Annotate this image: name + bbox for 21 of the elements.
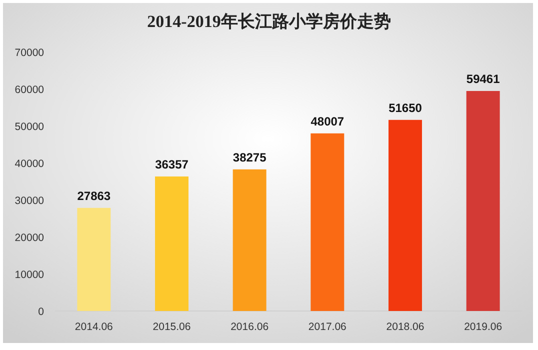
y-tick-label: 0 <box>38 306 44 318</box>
y-tick-label: 70000 <box>14 47 44 59</box>
data-label: 51650 <box>388 100 422 115</box>
data-label: 36357 <box>155 157 189 172</box>
data-label: 59461 <box>466 72 500 86</box>
data-label: 48007 <box>310 114 344 128</box>
y-tick-label: 60000 <box>14 84 44 96</box>
x-tick-label: 2015.06 <box>152 321 191 333</box>
x-tick-label: 2018.06 <box>386 321 424 333</box>
data-label: 27863 <box>77 188 111 203</box>
y-tick-label: 50000 <box>14 121 44 133</box>
x-tick-label: 2016.06 <box>230 321 269 333</box>
x-tick-label: 2014.06 <box>74 321 114 333</box>
x-tick-label: 2019.06 <box>464 321 502 333</box>
y-tick-label: 40000 <box>14 158 44 170</box>
y-tick-label: 20000 <box>14 232 44 244</box>
y-tick-label: 10000 <box>14 269 44 281</box>
data-label: 38275 <box>232 150 267 164</box>
chart-title: 2014-2019年长江路小学房价走势 <box>147 12 391 31</box>
x-tick-label: 2017.06 <box>308 321 347 333</box>
y-tick-label: 30000 <box>14 195 44 207</box>
